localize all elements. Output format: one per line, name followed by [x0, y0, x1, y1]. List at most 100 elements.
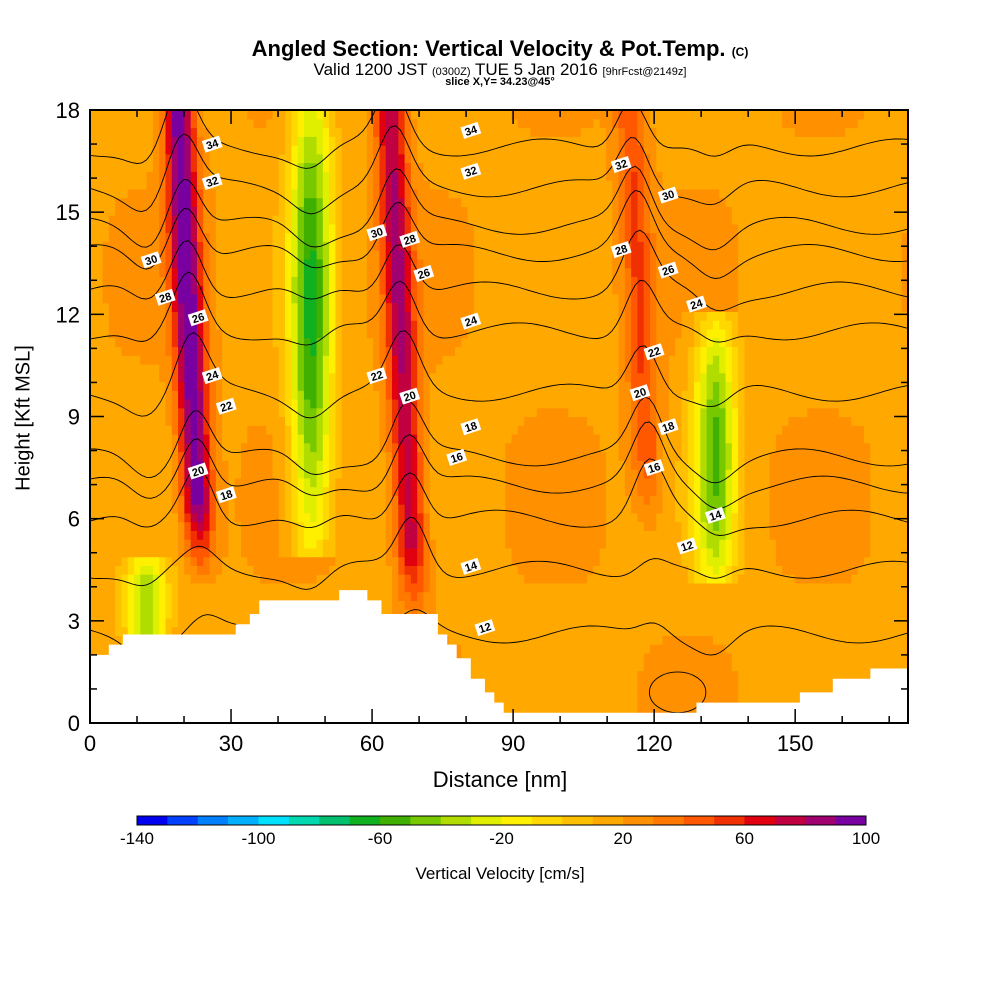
velocity-cell — [310, 276, 318, 286]
velocity-cell — [410, 110, 418, 120]
colorbar-title: Vertical Velocity [cm/s] — [415, 864, 585, 883]
velocity-cell — [473, 250, 481, 260]
velocity-cell — [115, 574, 123, 584]
velocity-cell — [480, 416, 488, 426]
velocity-cell — [102, 451, 110, 461]
velocity-cell — [241, 276, 248, 286]
velocity-cell — [115, 188, 123, 199]
velocity-cell — [184, 600, 192, 610]
velocity-cell — [379, 504, 387, 514]
velocity-cell — [335, 381, 343, 391]
velocity-cell — [517, 390, 525, 400]
velocity-cell — [517, 442, 525, 453]
velocity-cell — [373, 127, 381, 137]
velocity-cell — [417, 407, 425, 418]
velocity-cell — [385, 311, 393, 321]
velocity-cell — [423, 188, 431, 199]
velocity-cell — [442, 293, 450, 304]
velocity-cell — [392, 206, 399, 216]
velocity-cell — [379, 267, 387, 277]
velocity-cell — [278, 574, 286, 584]
velocity-cell — [429, 346, 437, 356]
velocity-cell — [517, 504, 525, 514]
velocity-cell — [524, 110, 532, 120]
velocity-cell — [423, 521, 431, 531]
velocity-cell — [473, 591, 481, 601]
velocity-cell — [385, 145, 393, 155]
velocity-cell — [486, 521, 494, 531]
velocity-cell — [366, 145, 374, 155]
velocity-cell — [215, 547, 223, 558]
velocity-cell — [134, 381, 141, 391]
velocity-cell — [429, 425, 437, 435]
velocity-cell — [291, 197, 299, 207]
velocity-cell — [480, 460, 488, 470]
velocity-cell — [473, 609, 481, 619]
velocity-cell — [410, 337, 418, 348]
velocity-cell — [385, 197, 393, 207]
velocity-cell — [253, 425, 261, 435]
velocity-cell — [398, 285, 406, 295]
velocity-cell — [517, 679, 525, 689]
velocity-cell — [310, 504, 318, 514]
velocity-cell — [215, 258, 223, 269]
velocity-cell — [171, 539, 179, 549]
velocity-cell — [115, 250, 123, 260]
velocity-cell — [241, 591, 248, 601]
velocity-cell — [203, 381, 211, 391]
velocity-cell — [196, 206, 204, 216]
velocity-cell — [303, 215, 311, 225]
velocity-cell — [90, 250, 97, 260]
velocity-cell — [379, 381, 387, 391]
velocity-cell — [134, 547, 141, 558]
velocity-cell — [228, 591, 236, 601]
velocity-cell — [417, 258, 425, 269]
velocity-cell — [115, 311, 123, 321]
velocity-cell — [184, 460, 192, 470]
velocity-cell — [272, 197, 280, 207]
velocity-cell — [209, 381, 217, 391]
velocity-cell — [178, 276, 185, 286]
velocity-cell — [190, 346, 198, 356]
velocity-cell — [316, 442, 324, 453]
velocity-cell — [373, 425, 381, 435]
velocity-cell — [329, 372, 336, 383]
velocity-cell — [159, 276, 167, 286]
velocity-cell — [517, 565, 525, 575]
velocity-cell — [373, 250, 381, 260]
velocity-cell — [209, 530, 217, 540]
velocity-cell — [190, 328, 198, 339]
velocity-cell — [121, 556, 129, 566]
velocity-cell — [398, 346, 406, 356]
velocity-cell — [448, 617, 456, 628]
velocity-cell — [511, 591, 519, 601]
velocity-cell — [360, 232, 368, 242]
velocity-cell — [102, 328, 110, 339]
velocity-cell — [146, 372, 154, 383]
velocity-cell — [190, 118, 198, 129]
velocity-cell — [121, 477, 129, 488]
velocity-cell — [297, 293, 305, 304]
velocity-cell — [454, 609, 462, 619]
velocity-cell — [127, 582, 135, 593]
velocity-cell — [511, 434, 519, 444]
velocity-cell — [329, 425, 336, 435]
velocity-cell — [297, 232, 305, 242]
velocity-cell — [140, 171, 148, 181]
velocity-cell — [266, 197, 274, 207]
velocity-cell — [90, 582, 97, 593]
velocity-cell — [310, 565, 318, 575]
velocity-cell — [454, 285, 462, 295]
velocity-cell — [461, 258, 469, 269]
velocity-cell — [165, 153, 173, 164]
velocity-cell — [341, 162, 349, 172]
velocity-cell — [96, 162, 104, 172]
velocity-cell — [190, 372, 198, 383]
velocity-cell — [152, 328, 160, 339]
velocity-cell — [347, 206, 355, 216]
velocity-cell — [152, 530, 160, 540]
velocity-cell — [454, 381, 462, 391]
velocity-cell — [266, 223, 274, 234]
velocity-cell — [492, 460, 500, 470]
velocity-cell — [152, 398, 160, 409]
